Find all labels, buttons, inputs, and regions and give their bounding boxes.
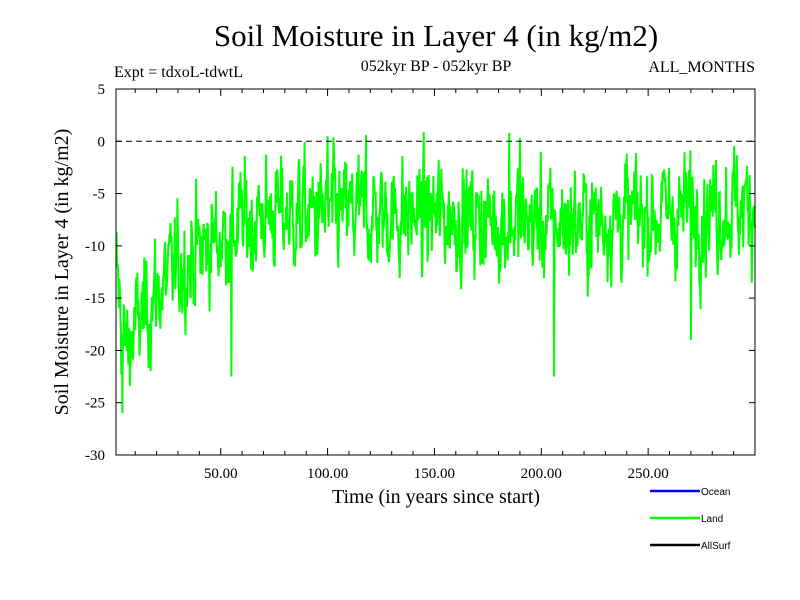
legend: Ocean Land AllSurf [650, 487, 731, 552]
x-axis: 50.00 100.00 150.00 200.00 250.00 [134, 89, 735, 482]
experiment-label: Expt = tdxoL-tdwtL [114, 64, 243, 81]
y-tick-label: -25 [85, 396, 105, 412]
x-axis-label: Time (in years since start) [332, 486, 540, 508]
legend-label-ocean: Ocean [701, 487, 730, 498]
y-axis-label: Soil Moisture in Layer 4 (in kg/m2) [51, 129, 73, 416]
chart-title: Soil Moisture in Layer 4 (in kg/m2) [214, 18, 658, 53]
months-label: ALL_MONTHS [648, 59, 755, 76]
y-axis: 5 0 -5 -10 -15 -20 -25 -30 [85, 82, 755, 464]
y-tick-label: -30 [85, 448, 105, 464]
x-tick-label: 250.00 [628, 466, 669, 482]
x-tick-label: 100.00 [307, 466, 348, 482]
x-tick-label: 150.00 [414, 466, 455, 482]
y-tick-label: 5 [98, 82, 106, 98]
y-tick-label: -5 [93, 187, 106, 203]
legend-label-allsurf: AllSurf [701, 541, 731, 552]
period-label: 052kyr BP - 052kyr BP [361, 58, 512, 75]
land-series-line [115, 131, 756, 414]
y-tick-label: -15 [85, 291, 105, 307]
legend-label-land: Land [701, 514, 723, 525]
plot-area [115, 131, 756, 414]
x-tick-label: 50.00 [204, 466, 238, 482]
y-tick-label: 0 [98, 134, 106, 150]
y-tick-label: -20 [85, 343, 105, 359]
x-tick-label: 200.00 [521, 466, 562, 482]
y-tick-label: -10 [85, 239, 105, 255]
plot-frame [115, 88, 756, 456]
